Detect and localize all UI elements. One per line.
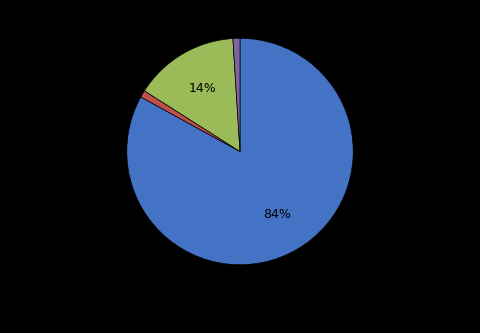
Wedge shape [127,38,353,265]
Text: 84%: 84% [264,208,291,221]
Text: 14%: 14% [189,82,216,95]
Wedge shape [233,38,240,152]
Wedge shape [141,91,240,152]
Wedge shape [144,39,240,152]
